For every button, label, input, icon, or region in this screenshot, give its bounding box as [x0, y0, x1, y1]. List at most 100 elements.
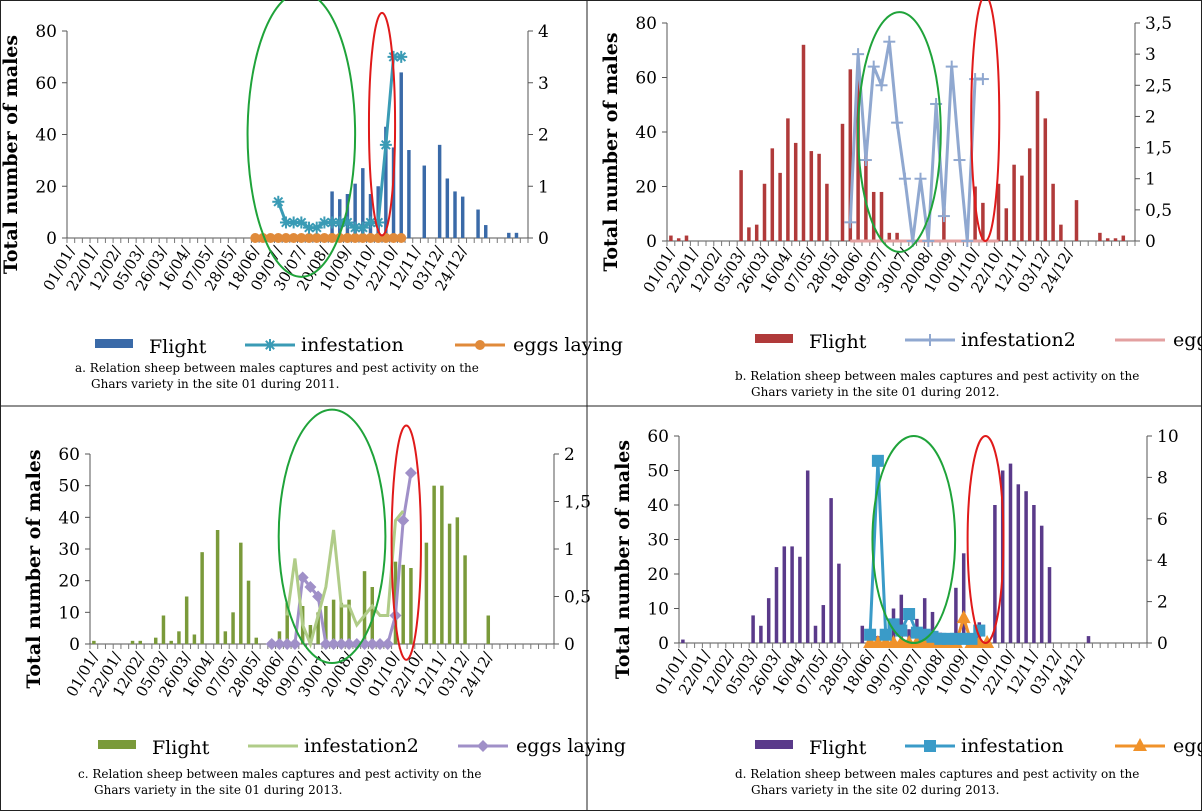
left-tick-label: 20: [635, 178, 657, 198]
right-tick-label: 0: [538, 229, 549, 249]
flight-bar: [391, 147, 396, 238]
right-tick-label: 0: [1145, 232, 1156, 252]
eggs-laying-marker: [304, 233, 315, 243]
red-highlight-ellipse: [970, 0, 1001, 242]
flight-bar: [669, 235, 673, 241]
y-axis-title: Total number of males: [0, 35, 22, 274]
flight-bar: [476, 209, 480, 238]
flight-bar: [484, 225, 488, 238]
flight-bar: [200, 552, 204, 644]
flight-bar: [345, 194, 350, 238]
left-tick-label: 20: [647, 565, 669, 585]
flight-bar: [161, 615, 166, 644]
flight-bar: [770, 148, 775, 241]
flight-bar: [440, 485, 444, 644]
flight-bar: [871, 191, 876, 241]
infestation-marker: [871, 454, 884, 467]
y-axis-title: Total number of males: [600, 32, 622, 271]
legend-flight-label: Flight: [149, 336, 207, 358]
eggs-laying-marker: [296, 233, 307, 243]
flight-bar: [1043, 118, 1048, 241]
eggs-laying-marker: [319, 233, 330, 243]
flight-bar: [184, 596, 189, 644]
flight-bar: [192, 634, 197, 644]
caption-line-2: Ghars variety in the site 01 during 2011…: [91, 377, 339, 391]
eggs-laying-marker: [288, 233, 299, 243]
left-tick-label: 20: [35, 177, 57, 197]
flight-bar: [347, 599, 351, 644]
left-tick-label: 80: [35, 22, 57, 42]
eggs-laying-marker: [273, 233, 284, 243]
flight-bar: [231, 612, 235, 644]
flight-bar: [1027, 148, 1032, 241]
eggs-laying-marker: [365, 233, 376, 243]
infestation-marker: [310, 221, 323, 234]
flight-bar: [1059, 224, 1063, 241]
eggs-laying-marker: [296, 571, 309, 584]
left-tick-label: 80: [635, 14, 657, 34]
infestation-marker: [953, 154, 966, 167]
right-tick-label: 2: [1145, 107, 1156, 127]
flight-bar: [424, 542, 429, 644]
eggs-laying-marker: [327, 638, 340, 650]
left-tick-label: 40: [635, 123, 657, 143]
flight-bar: [739, 170, 743, 241]
legend-infestation-marker: [924, 334, 936, 346]
flight-bar: [1004, 208, 1009, 241]
chart-panel-b: 0 20 40 60 80 0 0,5 1 1,5 2 2,5 3 3,5 Total number of…: [600, 0, 1202, 399]
flight-bar: [762, 183, 767, 241]
flight-bar: [177, 631, 181, 644]
flight-bar: [169, 640, 173, 644]
flight-bar: [384, 126, 388, 238]
flight-bar: [1035, 91, 1040, 241]
legend-eggs-label: eggs laying: [513, 334, 623, 356]
eggs-laying-marker: [280, 233, 291, 243]
eggs-laying-marker: [343, 638, 356, 650]
caption-line-1: a. Relation sheep between males captures…: [75, 361, 479, 375]
eggs-laying-marker: [366, 638, 379, 650]
left-tick-label: 50: [647, 462, 669, 482]
flight-bar: [254, 637, 259, 644]
flight-bar: [138, 640, 143, 644]
flight-bar: [246, 580, 251, 644]
flight-bar: [223, 631, 228, 644]
infestation-line: [848, 41, 983, 242]
legend-infestation-label: infestation2: [304, 735, 419, 757]
flight-bar: [829, 498, 833, 643]
flight-bar: [1032, 505, 1036, 643]
legend-flight-swatch: [98, 740, 136, 749]
flight-bar: [1113, 238, 1118, 241]
flight-bar: [399, 72, 403, 239]
eggs-laying-marker: [357, 233, 368, 243]
flight-bar: [316, 612, 320, 644]
chart-panel-d: 0 10 20 30 40 50 60 0 2 4 6 8 10 Total number of male…: [612, 427, 1202, 797]
flight-bar: [331, 599, 336, 644]
left-tick-label: 0: [46, 229, 57, 249]
left-tick-label: 0: [646, 232, 657, 252]
flight-bar: [1047, 567, 1052, 643]
green-highlight-ellipse: [246, 0, 357, 278]
green-highlight-ellipse: [871, 435, 957, 644]
infestation-marker: [903, 608, 916, 621]
legend-infestation-label: infestation: [961, 735, 1064, 757]
flight-bar: [805, 470, 810, 643]
flight-bar: [821, 605, 826, 643]
flight-bar: [751, 615, 755, 643]
flight-bar: [793, 142, 798, 241]
flight-bar: [407, 150, 411, 238]
flight-bar: [353, 183, 357, 238]
flight-bar: [864, 140, 868, 241]
flight-bar: [1051, 183, 1055, 241]
infestation-marker: [976, 73, 989, 86]
flight-bar: [848, 69, 853, 241]
legend-eggs-marker: [477, 740, 489, 752]
red-highlight-ellipse: [367, 11, 397, 237]
legend-eggs-marker: [475, 340, 485, 350]
caption-line-2: Ghars variety in the site 01 during 2012…: [751, 385, 999, 399]
flight-bar: [153, 637, 158, 644]
eggs-laying-marker: [327, 233, 338, 243]
legend-flight-swatch: [755, 740, 793, 749]
right-tick-label: 6: [1157, 510, 1168, 530]
flight-bar: [362, 571, 367, 644]
left-tick-label: 60: [35, 74, 57, 94]
